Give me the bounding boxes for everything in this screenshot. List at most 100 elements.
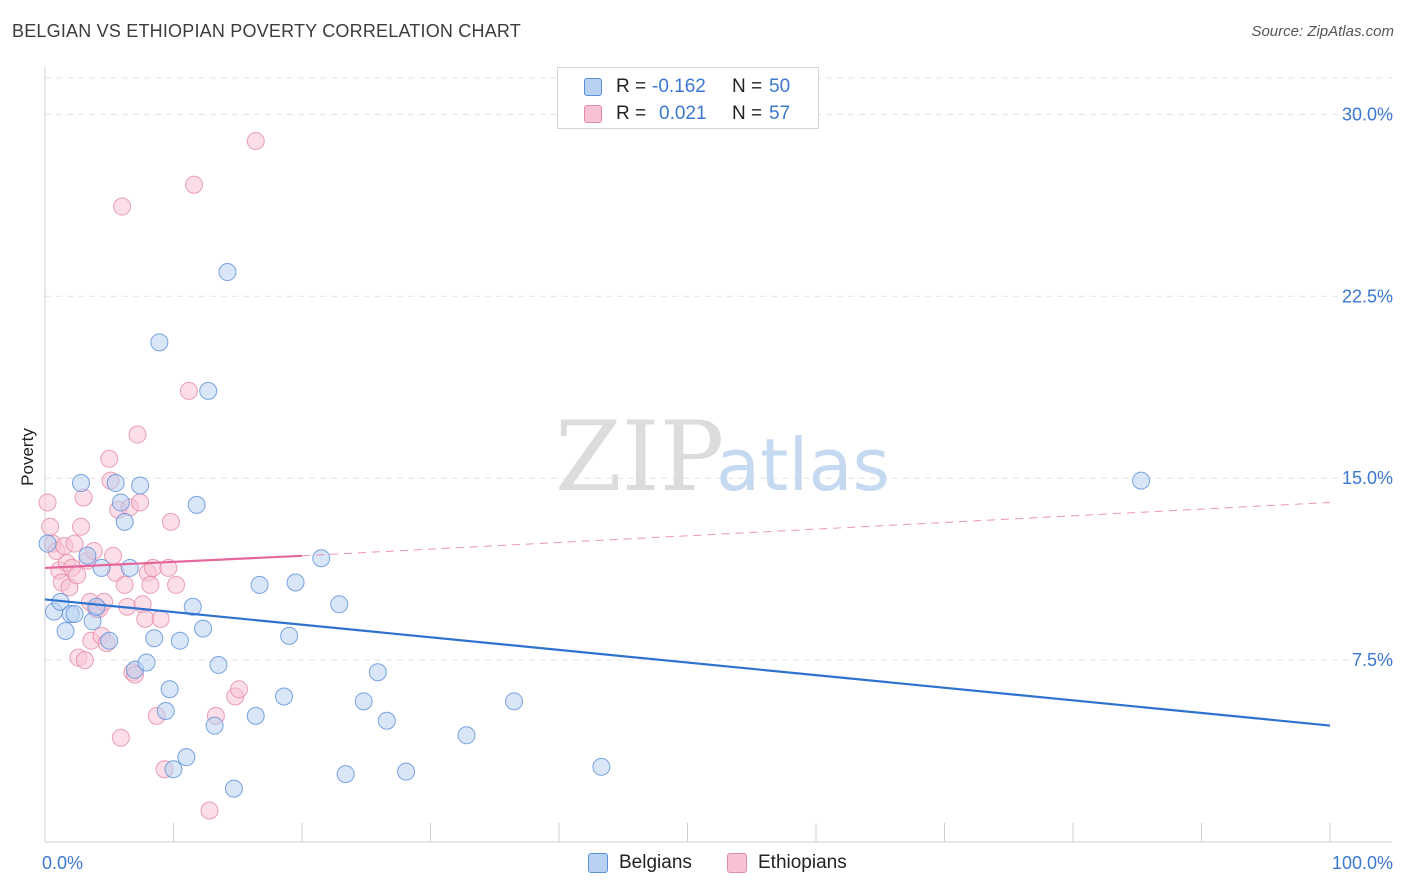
ethiopian-point [151,609,170,628]
belgian-point [368,663,387,682]
tick-labels: 7.5% 15.0% 22.5% 30.0% 0.0% 100.0% [42,104,1393,873]
ethiopian-point [159,558,178,577]
belgian-point [115,512,134,531]
belgian-point [156,702,175,721]
gridlines [45,77,1392,661]
legend-r-label: R = [616,76,647,97]
belgian-point [187,495,206,514]
ethiopian-point [75,651,94,670]
ethiopian-point [161,512,180,531]
y-tick-label: 30.0% [1342,104,1393,124]
belgian-point [592,757,611,776]
ethiopian-trendline-extension [301,501,1331,557]
belgian-point [397,762,416,781]
axes [44,67,1392,843]
ethiopian-point [115,575,134,594]
watermark-zip: ZIP [555,401,724,513]
belgian-point [87,597,106,616]
ethiopian-point [200,801,219,820]
ethiopian-point [131,493,150,512]
ethiopian-point [100,449,119,468]
belgian-point [183,597,202,616]
legend-n-label: N = [732,103,763,124]
belgian-point [71,474,90,493]
y-tick-label: 15.0% [1342,468,1393,488]
ethiopian-point [136,609,155,628]
belgian-point [106,474,125,493]
belgian-point [131,476,150,495]
belgian-point [38,534,57,553]
belgian-point [377,711,396,730]
y-axis-label: Poverty [18,428,37,486]
ethiopian-point [68,566,87,585]
bottom-legend-swatch-ethiopians [727,853,747,873]
watermark-atlas: atlas [716,423,890,507]
bottom-legend-label-belgians: Belgians [619,852,692,873]
belgian-point [505,692,524,711]
belgian-point [457,726,476,745]
chart-title: BELGIAN VS ETHIOPIAN POVERTY CORRELATION… [12,21,521,41]
belgian-point [100,631,119,650]
bottom-legend-label-ethiopians: Ethiopians [758,852,847,873]
belgian-point [194,619,213,638]
ethiopian-point [111,728,130,747]
correlation-legend: R = -0.162 N = 50 R = 0.021 N = 57 [557,67,819,129]
y-tick-label: 22.5% [1342,286,1393,306]
legend-n-label: N = [732,76,763,97]
belgian-point [164,760,183,779]
source-label: Source: ZipAtlas.com [1251,23,1394,40]
ethiopian-point [246,132,265,151]
belgian-point [354,692,373,711]
legend-swatch-ethiopians [584,105,602,123]
x-tick-label-start: 0.0% [42,853,83,873]
ethiopian-point [141,575,160,594]
belgian-point [56,621,75,640]
scatter-points [38,132,1151,820]
ethiopian-point [41,517,60,536]
y-tick-label: 7.5% [1352,650,1393,670]
belgian-trendline [44,598,1331,727]
belgian-point [312,549,331,568]
belgian-point [209,655,228,674]
belgian-point [224,779,243,798]
ethiopian-point [65,534,84,553]
ethiopian-point [128,425,147,444]
legend-r-value-belgians: -0.162 [652,76,706,97]
belgian-point [286,573,305,592]
belgian-point [150,333,169,352]
belgian-point [275,687,294,706]
ethiopian-point [185,175,204,194]
trendlines [44,501,1331,727]
belgian-point [170,631,189,650]
legend-r-value-ethiopians: 0.021 [659,103,707,124]
ethiopian-point [179,381,198,400]
bottom-legend-swatch-belgians [588,853,608,873]
legend-n-value-ethiopians: 57 [769,103,791,124]
belgian-point [218,263,237,282]
belgian-point [246,706,265,725]
belgian-point [120,558,139,577]
belgian-point [205,716,224,735]
legend-n-value-belgians: 50 [769,76,791,97]
ethiopian-point [113,197,132,216]
belgian-point [177,748,196,767]
belgian-point [280,626,299,645]
belgian-point [78,546,97,565]
belgian-point [1132,471,1151,490]
belgian-point [145,629,164,648]
belgian-point [65,605,84,624]
belgian-point [137,653,156,672]
ethiopian-point [167,575,186,594]
ethiopian-point [230,680,249,699]
x-tick-label-end: 100.0% [1332,853,1393,873]
belgian-point [92,558,111,577]
legend-r-label: R = [616,103,647,124]
ethiopian-point [38,493,57,512]
belgian-point [330,595,349,614]
ethiopian-point [71,517,90,536]
belgian-point [250,575,269,594]
ethiopian-trendline [44,554,303,570]
belgian-point [160,680,179,699]
legend-swatch-belgians [584,78,602,96]
